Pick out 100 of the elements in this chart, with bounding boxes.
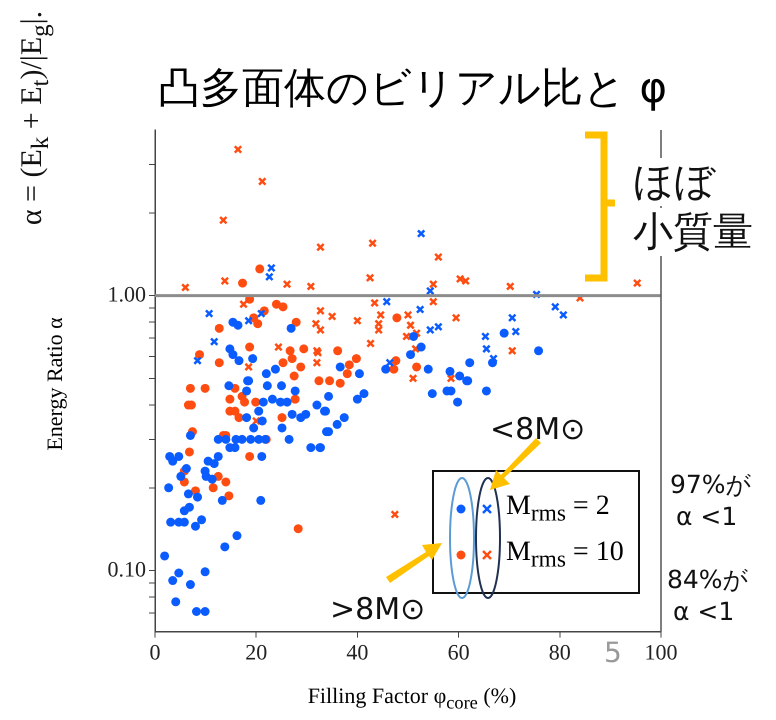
point bbox=[253, 319, 262, 328]
point bbox=[558, 310, 568, 320]
point bbox=[392, 313, 402, 322]
point bbox=[234, 144, 242, 154]
point bbox=[292, 318, 301, 327]
point bbox=[316, 306, 325, 316]
point bbox=[278, 302, 288, 312]
point bbox=[314, 376, 324, 386]
point bbox=[278, 358, 288, 368]
point bbox=[385, 358, 394, 368]
point bbox=[506, 282, 515, 291]
point bbox=[508, 313, 517, 322]
point bbox=[508, 346, 517, 356]
x-tick-label: 100 bbox=[644, 640, 678, 665]
point bbox=[411, 344, 420, 354]
legend-label: M$_{rms}$ = 10 bbox=[506, 536, 624, 574]
point bbox=[256, 309, 266, 318]
point bbox=[328, 312, 337, 321]
point bbox=[184, 447, 194, 456]
point bbox=[412, 362, 422, 372]
point bbox=[208, 483, 218, 492]
point bbox=[245, 452, 254, 461]
point bbox=[389, 364, 398, 374]
point bbox=[406, 320, 415, 330]
point bbox=[408, 374, 418, 383]
point bbox=[333, 346, 342, 356]
point bbox=[456, 274, 465, 284]
x-tick-label: 80 bbox=[548, 640, 571, 665]
point bbox=[195, 350, 204, 360]
point bbox=[218, 216, 228, 225]
point bbox=[416, 229, 426, 238]
text: 97%が bbox=[670, 470, 752, 500]
point bbox=[214, 358, 224, 368]
point bbox=[258, 177, 267, 186]
point bbox=[245, 342, 254, 352]
y-axis-title: Energy Ratio α bbox=[42, 316, 68, 453]
point bbox=[274, 342, 283, 352]
point bbox=[461, 276, 470, 286]
point bbox=[225, 394, 234, 404]
point bbox=[282, 280, 292, 289]
point bbox=[316, 242, 325, 252]
point bbox=[278, 413, 287, 422]
point bbox=[180, 283, 190, 292]
point bbox=[286, 346, 295, 356]
point bbox=[482, 344, 491, 354]
point bbox=[434, 322, 443, 332]
point bbox=[224, 491, 234, 500]
point bbox=[426, 326, 435, 334]
annotation: <8M⊙ bbox=[490, 412, 586, 448]
point bbox=[342, 369, 352, 378]
y-tick-label: 1.00 bbox=[108, 281, 146, 306]
point bbox=[220, 276, 230, 286]
point bbox=[632, 278, 642, 288]
point bbox=[239, 300, 248, 309]
x-axis-title: Filling Factor φ$_{core}$ (%) bbox=[306, 683, 518, 714]
point bbox=[390, 510, 400, 519]
point bbox=[550, 302, 560, 312]
point bbox=[402, 332, 411, 341]
point bbox=[210, 337, 219, 346]
point bbox=[214, 324, 224, 333]
point bbox=[311, 319, 320, 328]
point bbox=[434, 252, 443, 262]
point bbox=[336, 378, 345, 388]
point bbox=[426, 286, 435, 296]
text: α <1 bbox=[673, 597, 734, 627]
text: α <1 bbox=[676, 502, 738, 532]
point bbox=[255, 264, 264, 274]
point bbox=[404, 310, 412, 320]
point bbox=[299, 344, 308, 354]
x-tick-label: 0 bbox=[150, 640, 160, 665]
annotation: 小質量 bbox=[633, 208, 753, 256]
point bbox=[366, 338, 375, 348]
point bbox=[428, 297, 438, 306]
point bbox=[296, 362, 306, 372]
point bbox=[366, 273, 374, 282]
point bbox=[325, 376, 334, 386]
text: 84%が bbox=[667, 565, 749, 595]
point bbox=[452, 313, 460, 322]
point bbox=[344, 360, 354, 370]
point bbox=[370, 298, 380, 308]
point bbox=[244, 316, 254, 326]
point bbox=[352, 354, 361, 364]
point bbox=[221, 477, 230, 486]
point bbox=[200, 384, 210, 393]
point bbox=[186, 384, 195, 393]
point bbox=[316, 326, 325, 334]
point bbox=[240, 398, 250, 407]
text: 5 bbox=[604, 636, 622, 670]
point bbox=[412, 328, 422, 338]
point bbox=[234, 413, 244, 422]
point bbox=[446, 374, 456, 383]
point bbox=[416, 305, 425, 314]
legend-label: M$_{rms}$ = 2 bbox=[506, 490, 610, 528]
annotation: ほぼ bbox=[633, 158, 715, 206]
point bbox=[238, 278, 248, 288]
point bbox=[204, 309, 214, 318]
x-tick-label: 60 bbox=[448, 640, 470, 665]
point bbox=[306, 282, 316, 291]
point bbox=[193, 356, 202, 366]
point bbox=[368, 238, 378, 248]
